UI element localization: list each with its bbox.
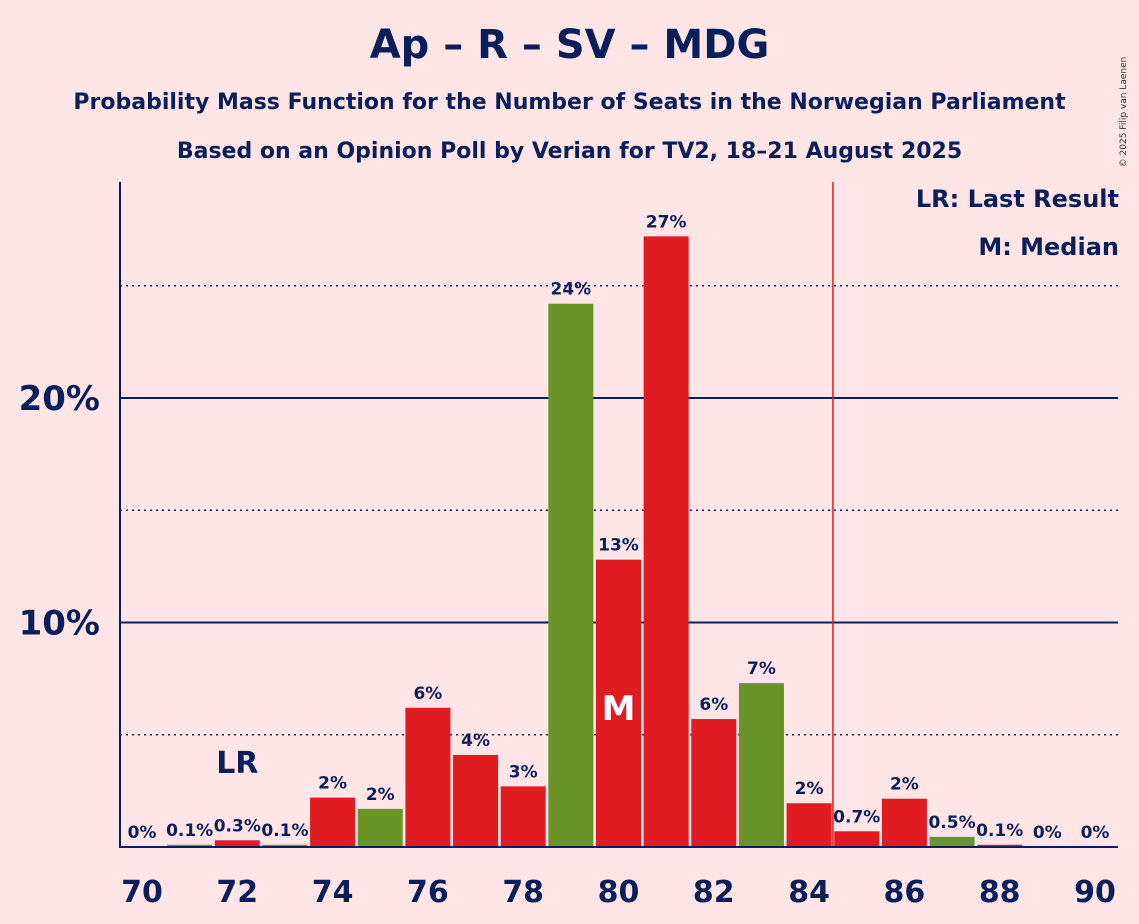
bar-71 [167, 844, 213, 847]
legend-median: M: Median [978, 233, 1119, 261]
data-label-79: 24% [550, 280, 591, 300]
data-label-75: 2% [366, 785, 395, 805]
x-tick-label: 82 [693, 875, 735, 910]
data-label-76: 6% [413, 684, 442, 704]
data-label-84: 2% [795, 779, 824, 799]
data-label-74: 2% [318, 774, 347, 794]
data-label-89: 0% [1033, 823, 1062, 843]
bar-80 [596, 559, 641, 847]
x-tick-label: 84 [788, 875, 830, 910]
data-label-71: 0.1% [166, 821, 213, 841]
bar-79 [548, 303, 594, 848]
x-tick-label: 90 [1074, 875, 1116, 910]
data-label-82: 6% [699, 695, 728, 715]
bar-76 [405, 707, 451, 847]
y-tick-label: 10% [19, 604, 100, 644]
data-label-85: 0.7% [833, 807, 880, 827]
last-result-marker: LR [216, 746, 258, 781]
bar-78 [500, 786, 546, 847]
bar-88 [977, 844, 1023, 847]
chart-subtitle: Probability Mass Function for the Number… [73, 90, 1066, 115]
bar-81 [643, 236, 689, 848]
data-label-88: 0.1% [976, 821, 1023, 841]
data-label-70: 0% [128, 823, 157, 843]
x-tick-label: 76 [407, 875, 449, 910]
data-label-86: 2% [890, 775, 919, 795]
data-label-72: 0.3% [214, 816, 261, 836]
bar-87 [929, 836, 975, 847]
data-label-90: 0% [1081, 823, 1110, 843]
bar-75 [357, 808, 403, 847]
bar-86 [881, 798, 927, 847]
data-label-83: 7% [747, 659, 776, 679]
bar-77 [453, 754, 499, 847]
data-label-81: 27% [646, 212, 687, 232]
bar-73 [262, 844, 308, 847]
bar-74 [310, 797, 356, 847]
bar-84 [786, 803, 832, 847]
median-marker: M [602, 689, 636, 729]
data-label-80: 13% [598, 536, 639, 556]
chart-subtitle-source: Based on an Opinion Poll by Verian for T… [176, 139, 963, 164]
legend-last-result: LR: Last Result [915, 185, 1119, 213]
bar-85 [834, 831, 880, 847]
x-tick-label: 78 [502, 875, 544, 910]
data-label-78: 3% [509, 762, 538, 782]
chart-title: Ap – R – SV – MDG [369, 22, 770, 68]
x-tick-label: 88 [979, 875, 1021, 910]
x-tick-label: 74 [312, 875, 354, 910]
data-label-73: 0.1% [261, 821, 308, 841]
data-label-87: 0.5% [928, 813, 975, 833]
bar-82 [691, 719, 737, 847]
data-label-77: 4% [461, 731, 490, 751]
x-tick-label: 72 [216, 875, 258, 910]
x-tick-label: 80 [598, 875, 640, 910]
x-tick-label: 86 [884, 875, 926, 910]
y-tick-label: 20% [19, 379, 100, 419]
x-tick-label: 70 [121, 875, 163, 910]
bar-72 [214, 840, 260, 847]
bar-83 [738, 683, 784, 847]
